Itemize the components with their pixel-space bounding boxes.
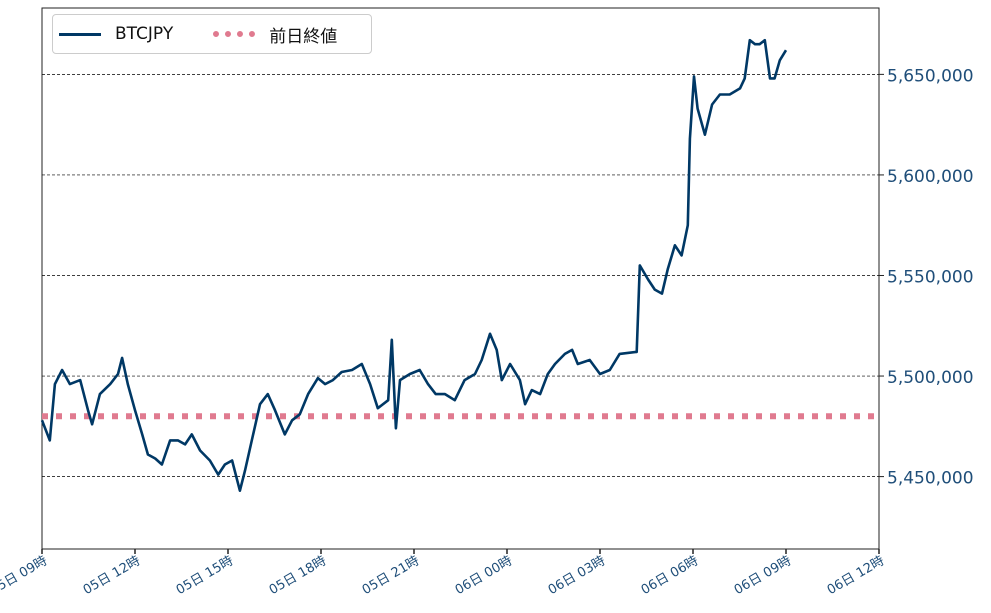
y-tick-label: 5,600,000 <box>887 167 974 187</box>
legend-item-btcjpy: BTCJPY <box>53 24 173 44</box>
x-tick-label: 06日 03時 <box>546 553 608 598</box>
legend-label-btcjpy: BTCJPY <box>115 24 174 44</box>
x-tick-label: 06日 06時 <box>639 553 701 598</box>
btcjpy-price-line <box>40 38 788 493</box>
x-tick-label: 05日 09時 <box>0 553 50 598</box>
x-tick-label: 05日 15時 <box>174 553 236 598</box>
legend-label-prev-close: 前日終値 <box>269 26 338 47</box>
x-tick-label: 06日 09時 <box>732 553 794 598</box>
x-tick-label: 05日 18時 <box>267 553 329 598</box>
legend-dotted-line-icon <box>213 31 256 37</box>
y-tick-label: 5,500,000 <box>887 368 974 388</box>
x-tick-label: 06日 00時 <box>453 553 515 598</box>
legend-solid-line-icon <box>59 32 101 36</box>
x-tick-label: 05日 21時 <box>360 553 422 598</box>
x-tick-label: 05日 12時 <box>81 553 143 598</box>
legend-item-prev-close: 前日終値 <box>173 22 337 47</box>
x-tick-label: 06日 12時 <box>825 553 887 598</box>
plot-frame <box>41 7 880 550</box>
y-tick-label: 5,550,000 <box>887 267 974 287</box>
legend: BTCJPY 前日終値 <box>52 14 372 54</box>
y-tick-label: 5,650,000 <box>887 66 974 86</box>
y-tick-label: 5,450,000 <box>887 469 974 489</box>
